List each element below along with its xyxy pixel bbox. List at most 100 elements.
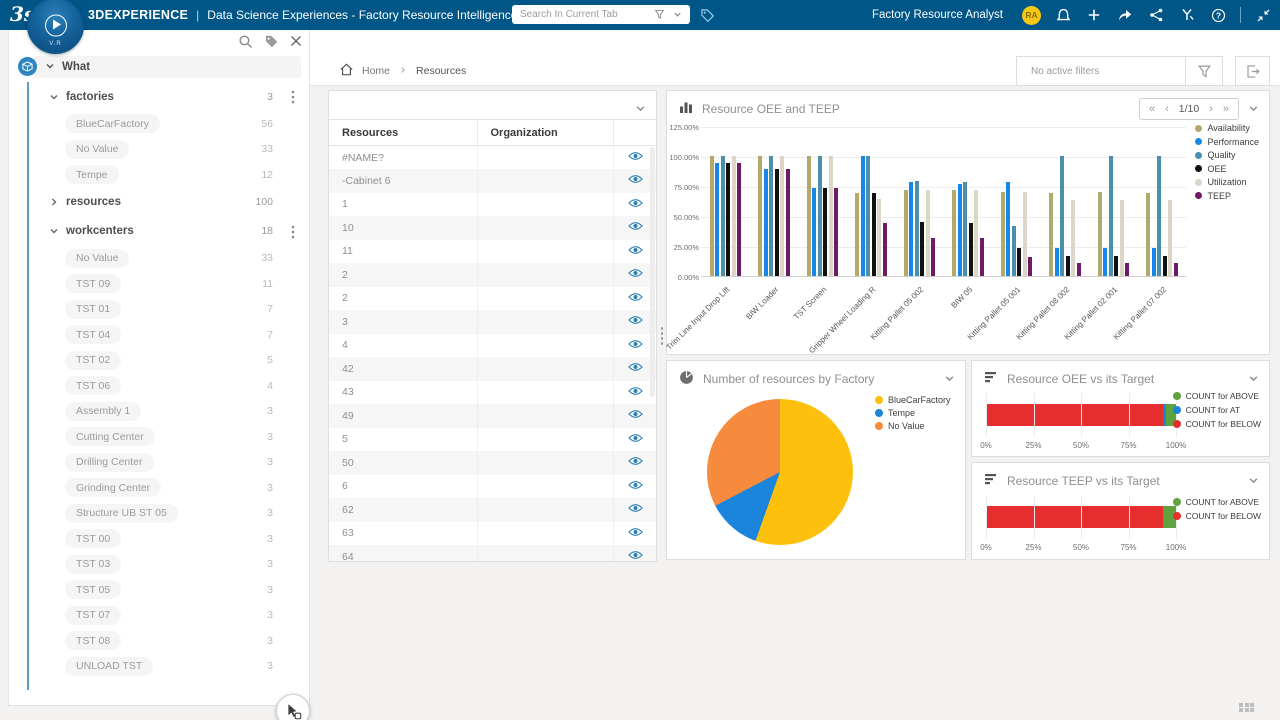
user-role-label[interactable]: Factory Resource Analyst [871,9,1003,21]
view-details-eye-icon[interactable] [628,527,644,540]
table-row[interactable]: -Cabinet 6 [329,169,656,193]
view-details-eye-icon[interactable] [628,433,644,446]
table-row[interactable]: 4 [329,333,656,357]
pagination-last[interactable]: » [1222,103,1229,115]
facet-workcenters[interactable]: workcenters 18 [9,217,309,246]
factory-pie[interactable] [707,399,853,545]
facet-value-pill[interactable]: TST 05 [65,580,122,600]
facet-value-row[interactable]: TST 02 5 [9,348,309,374]
table-collapse-chevron-icon[interactable] [635,101,646,119]
table-row[interactable]: 3 [329,310,656,334]
table-row[interactable]: 42 [329,357,656,381]
swym-community-icon[interactable] [1178,6,1196,24]
facet-value-pill[interactable]: Assembly 1 [65,401,142,421]
view-details-eye-icon[interactable] [628,175,644,187]
tag-icon[interactable] [698,6,716,24]
table-row[interactable]: 6 [329,474,656,498]
oee-target-collapse-chevron-icon[interactable] [1248,371,1259,389]
facet-value-row[interactable]: TST 00 3 [9,526,309,552]
add-content-plus-icon[interactable] [1085,6,1103,24]
facet-value-pill[interactable]: BlueCarFactory [65,114,160,134]
facet-value-row[interactable]: TST 08 3 [9,628,309,654]
facet-value-pill[interactable]: No Value [65,139,130,159]
export-button[interactable] [1235,56,1270,86]
sidebar-close-icon[interactable] [289,34,303,53]
column-header-resources[interactable]: Resources [329,119,478,146]
breadcrumb-current[interactable]: Resources [416,65,467,77]
facet-value-pill[interactable]: TST 07 [65,605,122,625]
facet-value-row[interactable]: No Value 33 [9,246,309,272]
facet-value-pill[interactable]: TST 08 [65,631,122,651]
facet-value-row[interactable]: TST 04 7 [9,322,309,348]
view-details-eye-icon[interactable] [628,410,644,422]
table-row[interactable]: 2 [329,286,656,310]
pagination-prev[interactable]: ‹ [1165,103,1169,115]
facet-value-pill[interactable]: Drilling Center [65,452,154,472]
filters-funnel-icon[interactable] [1185,57,1222,85]
facet-value-row[interactable]: TST 07 3 [9,603,309,629]
facet-value-pill[interactable]: UNLOAD TST [65,656,154,676]
facet-value-pill[interactable]: TST 06 [65,376,122,396]
facet-value-pill[interactable]: Grinding Center [65,478,162,498]
share-network-icon[interactable] [1147,6,1165,24]
table-row[interactable]: 10 [329,216,656,240]
table-scrollbar[interactable] [650,147,655,397]
facet-value-row[interactable]: TST 03 3 [9,552,309,578]
facet-value-row[interactable]: Structure UB ST 05 3 [9,501,309,527]
section-what[interactable]: What [33,56,301,78]
view-details-eye-icon[interactable] [628,480,644,493]
panel-resize-handle[interactable] [658,327,666,345]
facet-value-pill[interactable]: TST 01 [65,299,122,319]
table-row[interactable]: 49 [329,404,656,428]
facet-value-row[interactable]: Drilling Center 3 [9,450,309,476]
facet-options-icon[interactable] [291,90,295,109]
layout-grid-handle[interactable] [1239,702,1254,712]
3dexperience-compass[interactable]: V.R [27,0,84,54]
table-row[interactable]: #NAME? [329,145,656,169]
table-row[interactable]: 1 [329,192,656,216]
facet-factories[interactable]: factories 3 [9,82,309,111]
collapse-window-icon[interactable] [1254,6,1272,24]
facet-value-row[interactable]: UNLOAD TST 3 [9,654,309,680]
breadcrumb-home[interactable]: Home [362,65,391,77]
teep-target-collapse-chevron-icon[interactable] [1248,473,1259,491]
table-row[interactable]: 2 [329,263,656,287]
chevron-down-icon[interactable] [45,58,55,76]
facet-value-row[interactable]: Cutting Center 3 [9,424,309,450]
chevron-down-icon[interactable] [49,92,63,102]
pie-collapse-chevron-icon[interactable] [944,371,955,389]
table-row[interactable]: 62 [329,498,656,522]
column-header-organization[interactable]: Organization [477,119,614,146]
search-chevron-down-icon[interactable] [668,6,686,24]
facet-value-pill[interactable]: Structure UB ST 05 [65,503,178,523]
avatar[interactable]: RA [1022,5,1041,25]
view-details-eye-icon[interactable] [628,198,644,211]
view-details-eye-icon[interactable] [628,339,644,352]
facet-value-pill[interactable]: Cutting Center [65,427,155,447]
pagination-first[interactable]: « [1148,103,1156,115]
facet-value-pill[interactable]: No Value [65,248,130,268]
selection-mode-button[interactable] [276,694,310,720]
facet-value-row[interactable]: Grinding Center 3 [9,475,309,501]
view-details-eye-icon[interactable] [628,363,644,375]
facet-value-pill[interactable]: TST 02 [65,350,122,370]
facet-value-row[interactable]: BlueCarFactory 56 [9,111,309,137]
table-row[interactable]: 11 [329,239,656,263]
facet-value-row[interactable]: Tempe 12 [9,162,309,188]
view-details-eye-icon[interactable] [628,551,644,561]
facet-options-icon[interactable] [291,225,295,244]
notifications-bell-icon[interactable] [1054,6,1072,24]
home-icon[interactable] [340,63,353,79]
share-arrow-icon[interactable] [1116,6,1134,24]
view-details-eye-icon[interactable] [628,386,644,399]
facet-value-pill[interactable]: TST 04 [65,325,122,345]
table-row[interactable]: 64 [329,545,656,561]
facet-value-row[interactable]: No Value 33 [9,137,309,163]
table-row[interactable]: 63 [329,521,656,545]
view-details-eye-icon[interactable] [628,245,644,258]
table-row[interactable]: 50 [329,451,656,475]
help-icon[interactable]: ? [1209,6,1227,24]
facet-value-pill[interactable]: TST 03 [65,554,122,574]
search-input[interactable] [520,9,650,20]
search-filter-funnel-icon[interactable] [650,6,668,24]
